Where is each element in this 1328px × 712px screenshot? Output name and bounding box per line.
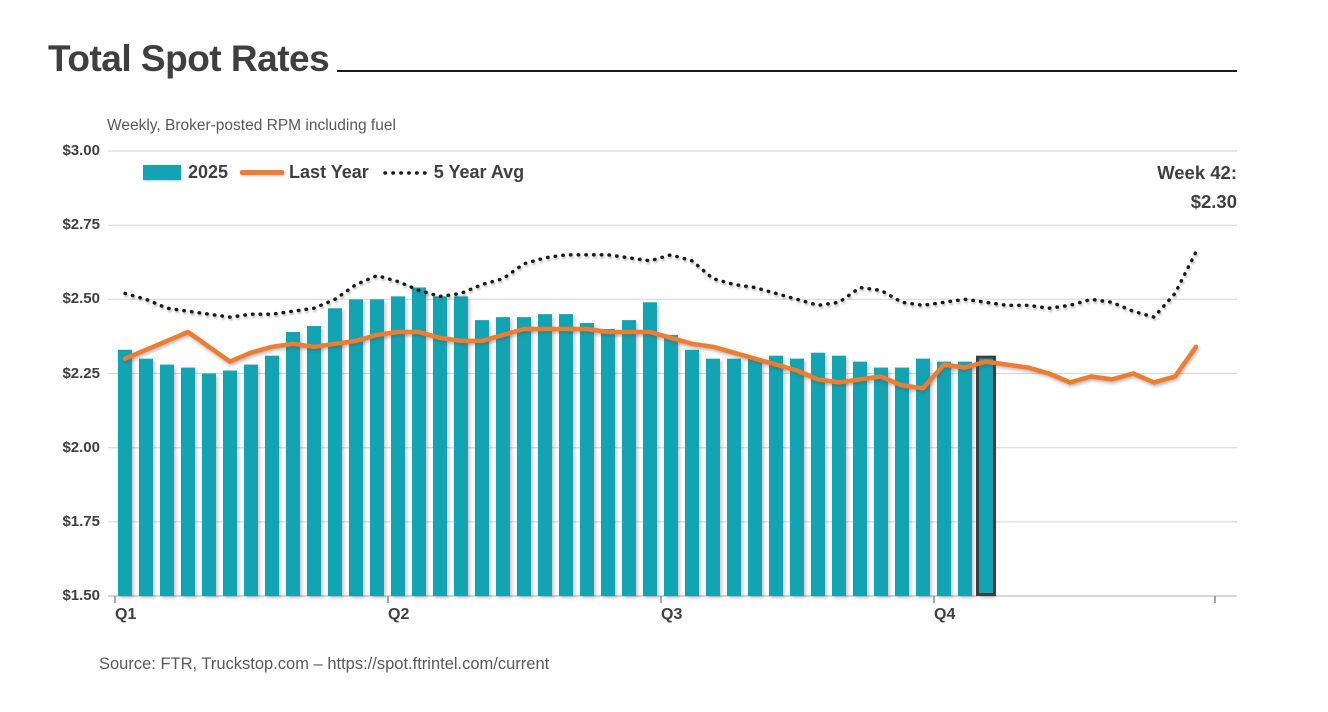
bar-week-42: [979, 358, 993, 596]
x-tick-label-q4: Q4: [934, 606, 956, 623]
legend-item-last-year: Last Year: [240, 162, 369, 183]
bar-week-4: [181, 367, 195, 596]
bar-week-5: [202, 373, 216, 596]
bar-week-35: [832, 355, 846, 596]
bar-week-27: [664, 334, 678, 596]
x-tick-label-q2: Q2: [388, 606, 410, 623]
bar-week-3: [160, 364, 174, 596]
bar-week-39: [916, 358, 930, 596]
bar-week-37: [874, 367, 888, 596]
chart-subtitle: Weekly, Broker-posted RPM including fuel: [107, 117, 396, 134]
bar-week-21: [538, 314, 552, 596]
solid-line-icon: [240, 170, 285, 175]
y-tick-label: $2.25: [62, 364, 100, 382]
bar-week-28: [685, 349, 699, 596]
bar-week-36: [853, 361, 867, 596]
legend-item-5yr-avg: 5 Year Avg: [381, 162, 524, 183]
legend-label: 5 Year Avg: [433, 162, 525, 182]
bar-week-9: [286, 331, 300, 596]
y-tick-label: $1.50: [62, 587, 100, 604]
bar-week-41: [958, 361, 972, 596]
bar-week-23: [580, 323, 594, 596]
bar-week-18: [475, 320, 489, 596]
week42-callout-label: Week 42:: [1157, 162, 1237, 183]
bar-week-38: [895, 367, 909, 596]
week42-callout: Week 42: $2.30: [1157, 158, 1237, 216]
y-tick-label: $1.75: [62, 512, 100, 530]
y-tick-label: $3.00: [62, 142, 100, 159]
bar-week-17: [454, 296, 468, 596]
bar-week-11: [328, 308, 342, 596]
bar-week-14: [391, 296, 405, 596]
bar-week-7: [244, 364, 258, 596]
bar-week-32: [769, 355, 783, 596]
week42-highlight-bar: [976, 355, 996, 596]
bar-week-22: [559, 314, 573, 596]
bar-week-33: [790, 358, 804, 596]
last-year-line: [122, 326, 1199, 391]
bar-week-34: [811, 352, 825, 596]
bar-week-2: [139, 358, 153, 596]
legend-label: Last Year: [289, 162, 369, 182]
bar-week-40: [937, 361, 951, 596]
chart-legend: 2025 Last Year 5 Year Avg: [143, 162, 524, 183]
source-note: Source: FTR, Truckstop.com – https://spo…: [99, 655, 550, 673]
legend-label: 2025: [188, 162, 229, 182]
bar-week-29: [706, 358, 720, 596]
bar-week-10: [307, 326, 321, 596]
title-underline: [337, 69, 1237, 72]
bar-week-12: [349, 299, 363, 596]
bar-week-8: [265, 355, 279, 596]
bar-week-15: [412, 287, 426, 596]
x-tick-label-q3: Q3: [661, 606, 683, 623]
legend-item-2025: 2025: [143, 162, 228, 183]
bar-week-6: [223, 370, 237, 596]
bar-week-30: [727, 358, 741, 596]
y-tick-label: $2.50: [62, 290, 100, 308]
bar-week-1: [118, 349, 132, 596]
y-tick-label: $2.00: [62, 438, 100, 456]
bar-swatch-icon: [143, 165, 181, 180]
y-tick-label: $2.75: [62, 216, 100, 234]
five-year-avg-line: [123, 250, 1198, 320]
header: Total Spot Rates: [48, 38, 1237, 79]
dotted-line-icon: [383, 170, 429, 175]
bar-week-31: [748, 358, 762, 596]
bar-week-19: [496, 317, 510, 596]
page-title: Total Spot Rates: [48, 38, 330, 79]
bar-week-20: [517, 317, 531, 596]
bar-week-13: [370, 299, 384, 596]
bar-week-26: [643, 302, 657, 596]
bar-week-25: [622, 320, 636, 596]
week42-callout-value: $2.30: [1190, 191, 1237, 212]
bar-week-24: [601, 329, 615, 596]
x-tick-label-q1: Q1: [115, 606, 137, 623]
bar-week-16: [433, 296, 447, 596]
